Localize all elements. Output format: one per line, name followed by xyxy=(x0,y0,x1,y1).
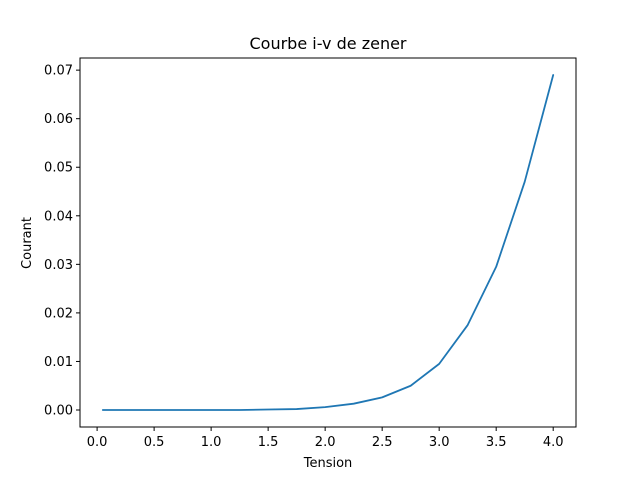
y-tick-label: 0.06 xyxy=(44,112,73,127)
x-tick-label: 1.5 xyxy=(258,435,279,450)
y-tick-label: 0.04 xyxy=(44,209,73,224)
y-axis-ticks: 0.00 0.01 0.02 0.03 0.04 0.05 0.06 0.07 xyxy=(44,64,80,419)
chart-title: Courbe i-v de zener xyxy=(250,34,407,53)
y-tick-label: 0.02 xyxy=(44,306,73,321)
x-tick-label: 2.0 xyxy=(315,435,336,450)
x-tick-label: 3.5 xyxy=(486,435,507,450)
y-tick-label: 0.03 xyxy=(44,258,73,273)
x-tick-label: 3.0 xyxy=(429,435,450,450)
y-tick-label: 0.00 xyxy=(44,404,73,419)
y-axis-label: Courant xyxy=(20,217,35,269)
axes-frame xyxy=(79,57,577,428)
y-tick-label: 0.05 xyxy=(44,161,73,176)
x-tick-label: 0.0 xyxy=(87,435,108,450)
x-tick-label: 2.5 xyxy=(372,435,393,450)
x-tick-label: 4.0 xyxy=(543,435,564,450)
series-line xyxy=(101,74,555,411)
x-axis-label: Tension xyxy=(303,456,353,471)
y-tick-label: 0.07 xyxy=(44,64,73,79)
plot-area xyxy=(80,58,576,427)
chart-marks xyxy=(101,74,555,411)
x-tick-label: 0.5 xyxy=(144,435,165,450)
y-tick-label: 0.01 xyxy=(44,355,73,370)
x-tick-label: 1.0 xyxy=(201,435,222,450)
x-axis-ticks: 0.0 0.5 1.0 1.5 2.0 2.5 3.0 3.5 4.0 xyxy=(87,427,564,450)
